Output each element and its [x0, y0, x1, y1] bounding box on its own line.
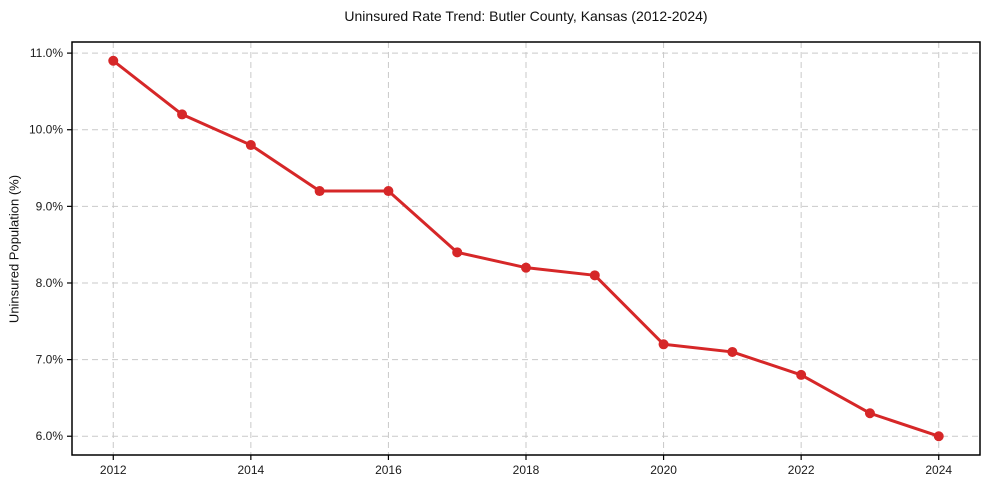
- x-tick-label: 2018: [513, 463, 540, 477]
- data-point: [933, 431, 944, 442]
- data-point: [452, 247, 463, 258]
- y-tick-label: 7.0%: [36, 353, 64, 367]
- x-tick-label: 2022: [788, 463, 815, 477]
- data-point: [589, 270, 600, 281]
- data-point: [177, 109, 188, 120]
- data-point: [658, 339, 669, 350]
- data-point: [521, 262, 531, 273]
- data-point: [727, 346, 738, 357]
- x-tick-label: 2020: [650, 463, 677, 477]
- y-tick-label: 6.0%: [36, 429, 64, 443]
- data-point: [383, 186, 394, 197]
- data-point: [108, 55, 119, 66]
- y-tick-label: 11.0%: [30, 46, 63, 60]
- chart-title: Uninsured Rate Trend: Butler County, Kan…: [344, 8, 708, 24]
- data-point: [245, 140, 256, 151]
- x-tick-label: 2024: [925, 463, 952, 477]
- x-tick-label: 2014: [237, 463, 264, 477]
- x-tick-label: 2012: [100, 463, 127, 477]
- y-tick-label: 10.0%: [29, 123, 63, 137]
- data-point: [796, 369, 807, 380]
- y-tick-label: 8.0%: [36, 276, 64, 290]
- y-tick-label: 9.0%: [36, 199, 64, 213]
- data-point: [864, 408, 875, 419]
- x-tick-label: 2016: [375, 463, 402, 477]
- data-point: [314, 186, 325, 197]
